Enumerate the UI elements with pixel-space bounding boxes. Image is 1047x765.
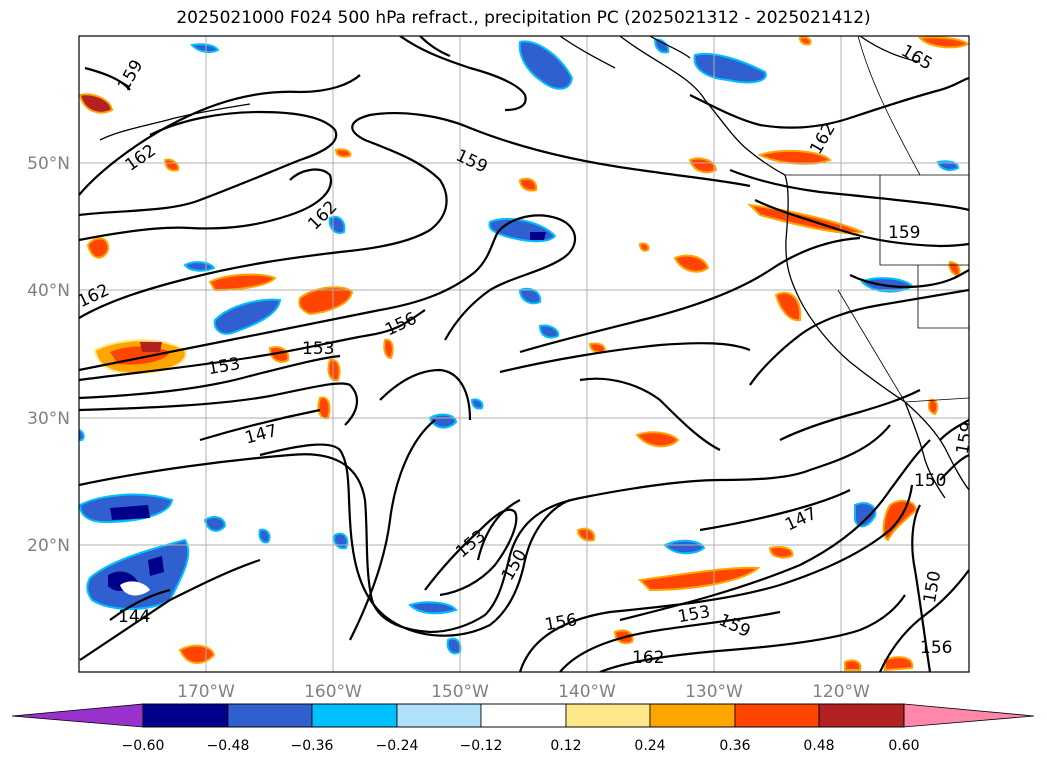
height-contours — [79, 36, 969, 672]
contour-label: 159 — [114, 56, 148, 94]
contour-label: 165 — [898, 41, 936, 75]
colorbar-tick-label: −0.12 — [460, 738, 503, 754]
colorbar-segment — [734, 703, 820, 728]
colorbar-tick-label: 0.48 — [803, 738, 834, 754]
lat-label-40n: 40°N — [27, 281, 70, 301]
lon-label-130w: 130°W — [685, 682, 743, 702]
contour-label: 153 — [302, 339, 334, 359]
longitude-labels: 170°W 160°W 150°W 140°W 130°W 120°W — [177, 682, 870, 702]
contour-label: 162 — [122, 141, 160, 176]
colorbar-segment — [311, 703, 398, 728]
lon-label-170w: 170°W — [177, 682, 235, 702]
lon-label-140w: 140°W — [558, 682, 616, 702]
contour-label: 156 — [920, 638, 952, 658]
contour-label: 162 — [75, 280, 113, 312]
colorbar-tick-label: 0.12 — [550, 738, 581, 754]
colorbar-segment — [649, 703, 736, 728]
lon-label-120w: 120°W — [812, 682, 870, 702]
contour-label: 156 — [543, 610, 578, 635]
lon-label-150w: 150°W — [431, 682, 489, 702]
contour-label: 156 — [382, 309, 420, 341]
contour-label: 153 — [452, 526, 490, 562]
contour-label: 159 — [888, 223, 920, 243]
contour-label: 159 — [953, 420, 978, 455]
contour-label: 159 — [716, 610, 754, 642]
colorbar-tick-label: −0.48 — [207, 738, 250, 754]
contour-label: 147 — [782, 504, 820, 536]
coastlines — [99, 36, 969, 499]
colorbar-tick-label: −0.24 — [376, 738, 419, 754]
contour-label: 144 — [118, 607, 150, 627]
latitude-labels: 50°N 40°N 30°N 20°N — [27, 154, 70, 556]
colorbar-segment — [480, 703, 567, 728]
contour-label: 159 — [453, 146, 491, 178]
lat-label-30n: 30°N — [27, 409, 70, 429]
colorbar-segment — [818, 703, 905, 728]
colorbar-max-extension — [903, 703, 1035, 728]
colorbar-tick-label: −0.36 — [291, 738, 334, 754]
colorbar-frame — [142, 703, 905, 728]
contour-label: 153 — [206, 354, 241, 379]
colorbar-segment — [565, 703, 651, 728]
contour-label: 162 — [632, 648, 664, 668]
colorbar-tick-label: 0.60 — [888, 738, 919, 754]
contour-label: 150 — [920, 569, 945, 604]
colorbar-ticks: −0.60 −0.48 −0.36 −0.24 −0.12 0.12 0.24 … — [122, 738, 920, 754]
colorbar-min-extension — [11, 703, 144, 728]
colorbar-segment — [227, 703, 313, 728]
colorbar-segment — [396, 703, 482, 728]
lat-label-50n: 50°N — [27, 154, 70, 174]
colorbar-segment — [142, 703, 229, 728]
map-frame — [78, 35, 970, 673]
lat-label-20n: 20°N — [27, 536, 70, 556]
contour-label: 150 — [914, 471, 946, 491]
colorbar-tick-label: 0.36 — [719, 738, 750, 754]
map-title: 2025021000 F024 500 hPa refract., precip… — [176, 8, 871, 28]
colorbar-tick-label: −0.60 — [122, 738, 165, 754]
political-borders — [785, 36, 969, 403]
colorbar-tick-label: 0.24 — [634, 738, 665, 754]
colorbar — [11, 703, 1035, 728]
contour-label: 147 — [243, 421, 280, 449]
lon-label-160w: 160°W — [304, 682, 362, 702]
